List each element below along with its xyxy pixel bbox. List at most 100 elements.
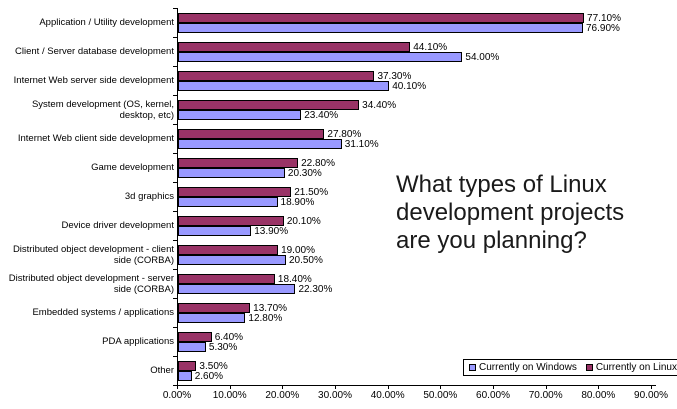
category-label: Game development <box>91 162 174 173</box>
legend: Currently on Windows Currently on Linux <box>463 359 677 376</box>
windows-bar <box>178 283 296 294</box>
value-label: 77.10% <box>587 12 621 24</box>
y-axis-tick <box>173 124 177 125</box>
value-label: 13.90% <box>254 225 289 237</box>
x-axis-tick <box>335 385 336 389</box>
value-label: 13.70% <box>253 302 288 314</box>
windows-bar <box>178 51 463 62</box>
x-tick-label: 90.00% <box>634 390 668 401</box>
windows-bar <box>178 196 278 207</box>
linux-bar <box>178 12 585 23</box>
linux-bar <box>178 302 251 313</box>
y-axis-tick <box>173 385 177 386</box>
linux-bar <box>178 41 411 52</box>
x-axis-tick <box>651 385 652 389</box>
windows-bar <box>178 109 302 120</box>
category-label: Client / Server database development <box>15 46 174 57</box>
linux-bar <box>178 157 299 168</box>
windows-series-swatch <box>469 364 476 371</box>
y-axis-tick <box>173 356 177 357</box>
linux-bar <box>178 215 284 226</box>
value-label: 18.40% <box>277 273 312 285</box>
windows-bar <box>178 225 252 236</box>
y-axis-tick <box>173 182 177 183</box>
linux-bar <box>178 244 279 255</box>
x-tick-label: 20.00% <box>265 390 300 401</box>
x-tick-label: 50.00% <box>423 390 458 401</box>
y-axis-tick <box>173 298 177 299</box>
chart-question-text: What types of Linux development projects… <box>396 171 625 254</box>
value-label: 21.50% <box>294 186 329 198</box>
category-label: Application / Utility development <box>39 17 174 28</box>
category-label: Internet Web server side development <box>13 75 174 86</box>
linux-bar <box>178 128 325 139</box>
windows-bar <box>178 312 246 323</box>
value-label: 31.10% <box>344 138 379 150</box>
windows-bar <box>178 370 192 381</box>
y-axis-tick <box>173 327 177 328</box>
value-label: 20.30% <box>287 167 322 179</box>
x-axis-tick <box>282 385 284 389</box>
linux-bar <box>178 186 292 197</box>
x-axis-tick <box>229 385 231 389</box>
windows-bar <box>178 341 206 352</box>
value-label: 20.10% <box>286 215 321 227</box>
category-label: Distributed object development - client … <box>12 243 174 266</box>
value-label: 22.30% <box>298 283 333 295</box>
y-axis-tick <box>173 240 177 241</box>
value-label: 54.00% <box>465 51 500 63</box>
legend-item-windows: Currently on Windows <box>469 362 577 373</box>
category-label: 3d graphics <box>124 191 174 202</box>
category-label: System development (OS, kernel, desktop,… <box>31 98 174 121</box>
x-axis-line <box>177 385 656 386</box>
value-label: 22.80% <box>301 157 335 169</box>
value-label: 44.10% <box>413 41 448 53</box>
x-axis-tick <box>545 385 547 389</box>
category-label: PDA applications <box>102 336 174 347</box>
y-axis-tick <box>173 37 177 38</box>
value-label: 6.40% <box>214 331 244 343</box>
category-label: Distributed object development - server … <box>8 272 174 295</box>
windows-bar <box>178 138 342 149</box>
x-tick-label: 10.00% <box>212 390 247 401</box>
value-label: 5.30% <box>208 341 238 353</box>
linux-series-swatch <box>585 364 593 371</box>
value-label: 37.30% <box>377 70 412 82</box>
windows-bar <box>178 80 390 91</box>
value-label: 3.50% <box>199 360 228 372</box>
x-tick-label: 70.00% <box>528 390 563 401</box>
x-tick-label: 30.00% <box>318 390 352 401</box>
y-axis-line <box>177 8 178 386</box>
value-label: 40.10% <box>392 80 427 92</box>
x-tick-label: 40.00% <box>370 390 405 401</box>
value-label: 19.00% <box>281 244 315 256</box>
value-label: 12.80% <box>248 312 283 324</box>
category-label: Internet Web client side development <box>17 133 174 144</box>
windows-bar <box>178 167 285 178</box>
x-axis-tick <box>177 385 178 389</box>
linux-bar <box>178 99 360 110</box>
x-axis-tick <box>387 385 389 389</box>
value-label: 20.50% <box>288 254 323 266</box>
linux-bar <box>178 331 212 342</box>
value-label: 18.90% <box>280 196 315 208</box>
windows-bar <box>178 22 583 33</box>
y-axis-tick <box>173 66 177 67</box>
value-label: 2.60% <box>194 370 224 382</box>
category-label: Device driver development <box>61 220 174 231</box>
y-axis-tick <box>173 211 177 212</box>
value-label: 27.80% <box>327 128 362 140</box>
linux-bar <box>178 70 375 81</box>
x-tick-label: 60.00% <box>476 390 510 401</box>
legend-label-windows: Currently on Windows <box>479 362 577 373</box>
value-label: 76.90% <box>586 22 620 34</box>
y-axis-tick <box>173 269 177 270</box>
y-axis-tick <box>173 153 177 154</box>
linux-bar <box>178 360 197 371</box>
linux-bar <box>178 273 275 284</box>
y-axis-tick <box>173 95 177 96</box>
category-label: Other <box>150 365 174 376</box>
value-label: 23.40% <box>304 109 339 121</box>
legend-label-linux: Currently on Linux <box>595 362 677 373</box>
x-tick-label: 80.00% <box>581 390 616 401</box>
